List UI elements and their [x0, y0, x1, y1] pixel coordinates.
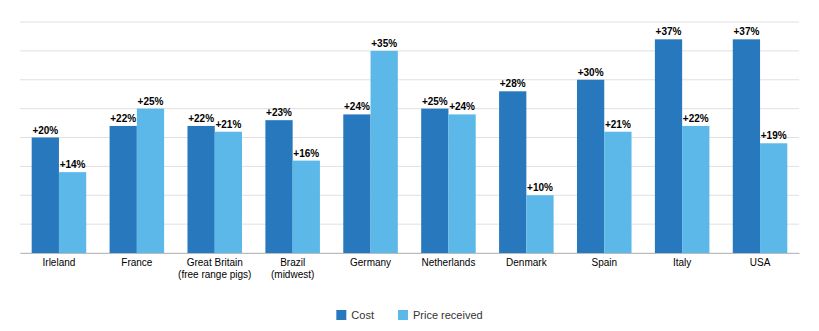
- bar: [526, 195, 553, 253]
- data-label: +24%: [344, 101, 370, 112]
- bar: [733, 39, 760, 253]
- data-label: +28%: [500, 78, 526, 89]
- data-label: +37%: [733, 26, 759, 37]
- bar: [32, 138, 59, 254]
- tick-label-line: Denmark: [506, 257, 548, 268]
- bar: [604, 132, 631, 253]
- legend-label: Price received: [413, 309, 483, 321]
- bar: [59, 172, 86, 253]
- legend-item: Cost: [336, 309, 374, 321]
- x-axis: Irleland France Great Britain(free range p…: [21, 253, 800, 280]
- data-label: +21%: [215, 119, 241, 130]
- tick-label: USA: [750, 257, 771, 268]
- tick-label-line: France: [121, 257, 153, 268]
- tick: Denmark: [506, 253, 548, 268]
- tick-label: Denmark: [506, 257, 548, 268]
- bar: [110, 126, 137, 253]
- data-label: +19%: [761, 130, 787, 141]
- legend-item: Price received: [398, 309, 483, 321]
- bar: [215, 132, 242, 253]
- tick-label-line: Germany: [350, 257, 391, 268]
- data-label: +22%: [683, 113, 709, 124]
- data-label: +25%: [138, 96, 164, 107]
- tick-label: Irleland: [43, 257, 76, 268]
- tick: USA: [750, 253, 771, 268]
- tick-label-line: (midwest): [271, 269, 314, 280]
- bar: [655, 39, 682, 253]
- legend-swatch: [398, 310, 408, 320]
- tick-label-line: Spain: [591, 257, 617, 268]
- bar: [187, 126, 214, 253]
- legend: Cost Price received: [336, 309, 482, 321]
- tick: Irleland: [43, 253, 76, 268]
- data-label: +10%: [527, 182, 553, 193]
- grid-line: [20, 22, 799, 23]
- tick: Italy: [673, 253, 691, 268]
- tick: Brazil(midwest): [271, 253, 314, 280]
- data-label: +14%: [60, 159, 86, 170]
- tick-label-line: (free range pigs): [178, 269, 251, 280]
- bar: [448, 114, 475, 253]
- data-label: +24%: [449, 101, 475, 112]
- tick-label: Netherlands: [421, 257, 475, 268]
- bar: [499, 91, 526, 253]
- tick-label-line: Brazil: [280, 257, 305, 268]
- bar: [682, 126, 709, 253]
- tick-label-line: Great Britain: [187, 257, 243, 268]
- axis-line: [21, 253, 800, 254]
- tick: France: [121, 253, 153, 268]
- bar: [760, 143, 787, 253]
- chart: +20%+22%+22%+23%+24%+25%+28%+30%+37%+37%…: [0, 0, 819, 331]
- data-label: +22%: [188, 113, 214, 124]
- tick-label: Italy: [673, 257, 691, 268]
- legend-label: Cost: [351, 309, 374, 321]
- tick: Netherlands: [421, 253, 475, 268]
- legend-swatch: [336, 310, 346, 320]
- data-label: +23%: [266, 107, 292, 118]
- data-label: +22%: [110, 113, 136, 124]
- tick-label-line: USA: [750, 257, 771, 268]
- data-label: +37%: [656, 26, 682, 37]
- bar: [343, 114, 370, 253]
- tick-label: Great Britain(free range pigs): [178, 257, 251, 280]
- data-label: +35%: [371, 38, 397, 49]
- bar: [137, 109, 164, 253]
- bar: [421, 109, 448, 253]
- data-label: +16%: [293, 148, 319, 159]
- tick: Germany: [350, 253, 391, 268]
- tick: Great Britain(free range pigs): [178, 253, 251, 280]
- tick-label: Brazil(midwest): [271, 257, 314, 280]
- tick-label-line: Irleland: [43, 257, 76, 268]
- bar: [371, 51, 398, 253]
- grid: [20, 22, 799, 253]
- data-labels: +20%+22%+22%+23%+24%+25%+28%+30%+37%+37%…: [32, 26, 786, 193]
- data-label: +30%: [578, 67, 604, 78]
- bar: [577, 80, 604, 253]
- tick-label: France: [121, 257, 153, 268]
- bar: [293, 161, 320, 253]
- data-label: +20%: [32, 125, 58, 136]
- data-label: +21%: [605, 119, 631, 130]
- tick-label: Germany: [350, 257, 391, 268]
- plot: +20%+22%+22%+23%+24%+25%+28%+30%+37%+37%…: [20, 22, 800, 280]
- tick: Spain: [591, 253, 617, 268]
- bar: [265, 120, 292, 253]
- bars: [32, 39, 788, 253]
- tick-label: Spain: [591, 257, 617, 268]
- data-label: +25%: [422, 96, 448, 107]
- tick-label-line: Netherlands: [421, 257, 475, 268]
- tick-label-line: Italy: [673, 257, 691, 268]
